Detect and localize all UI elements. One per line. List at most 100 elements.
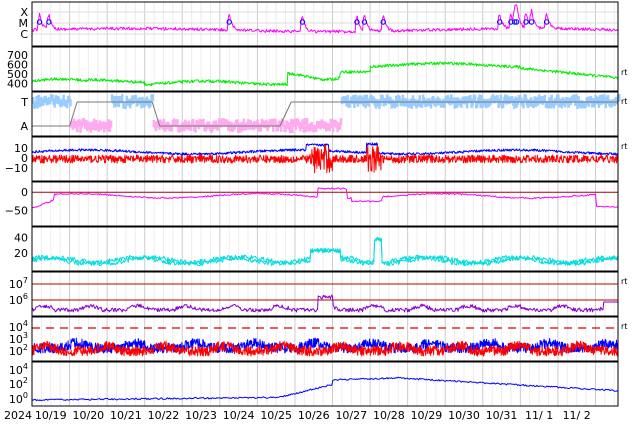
polarity-mark [331,125,335,133]
polarity-mark [53,100,56,108]
polarity-mark [270,118,274,126]
polarity-mark [548,97,551,105]
polarity-mark [61,98,64,106]
date-tick-label: 10/26 [298,409,330,422]
polarity-mark [194,125,197,133]
polarity-mark [604,101,607,109]
polarity-mark [192,118,195,126]
polarity-mark [76,125,79,133]
polarity-mark [140,101,143,109]
polarity-mark [501,100,505,108]
polarity-mark [282,119,285,127]
polarity-mark [108,125,112,132]
dst-tick-label: 0 [21,186,28,199]
polarity-mark [79,125,82,133]
polarity-mark [272,124,275,132]
polarity-mark [247,119,250,127]
imf-bz-line [31,144,618,174]
polarity-mark [36,101,39,109]
polarity-mark [352,95,355,103]
speed-tick-label: 700 [7,49,28,62]
date-tick-label: 10/31 [486,409,518,422]
polarity-mark [550,94,553,102]
polarity-mark [606,95,610,102]
speed-tick-label: 400 [7,77,28,90]
kp-line [31,236,619,267]
polarity-mark [577,96,580,104]
polarity-mark [71,122,74,130]
polarity-mark [330,120,334,128]
polarity-mark [335,121,338,129]
polarity-mark [141,96,144,104]
flare-marker [380,19,386,25]
year-label: 2024 [4,409,32,422]
polarity-mark [265,119,268,127]
polarity-mark [259,124,263,132]
polarity-mark [103,125,106,133]
polarity-mark [393,101,397,109]
polarity-mark [420,100,424,108]
xray-class-label-X: X [20,6,28,19]
flare-marker [46,19,52,25]
kp-tick-label: 20 [14,247,28,260]
flare-marker [354,19,360,25]
particle-tick-label: 102 [9,343,28,358]
panel-frames [31,1,619,407]
polarity-mark [114,95,117,103]
polarity-mark [346,94,349,102]
polarity-mark [113,100,116,108]
polarity-mark [513,101,516,109]
kp-tick-label: 40 [14,232,28,245]
flare-marker [299,19,306,25]
polarity-mark [589,95,593,103]
polarity-mark [455,101,459,109]
polarity-mark [365,94,369,102]
date-tick-label: 11/ 1 [525,409,553,422]
flare-marker [523,19,529,25]
flare-marker [361,19,368,25]
dst-line [31,187,619,209]
polarity-mark [443,101,446,108]
polarity-mark [290,118,293,126]
flare-marker [543,19,550,25]
polarity-mark [522,101,525,109]
polarity-mark [410,101,414,109]
polarity-mark [345,99,348,107]
polarity-mark [91,123,95,130]
date-tick-label: 10/28 [373,409,405,422]
date-tick-label: 10/20 [72,409,104,422]
electron-tick-label: 100 [9,391,28,406]
polarity-trace [32,101,618,127]
polarity-mark [278,120,282,128]
polarity-mark [618,94,621,102]
xray-class-label-M: M [19,17,29,30]
polarity-mark [452,97,455,105]
imf-tick-label: −10 [5,162,28,175]
polarity-mark [454,97,458,105]
polarity-mark [116,96,119,104]
polarity-mark [97,125,100,132]
polarity-mark [478,94,481,102]
polarity-mark [293,118,296,126]
polarity-mark [417,99,420,107]
date-tick-label: 10/27 [335,409,367,422]
polarity-mark [65,101,69,109]
polarity-mark [101,121,105,129]
polarity-mark [339,118,343,126]
flare-marker [513,19,520,25]
polarity-mark [279,124,283,132]
electron-tick-label: 104 [9,362,28,377]
polarity-mark [274,119,277,127]
polarity-mark [294,123,298,131]
polarity-mark [134,94,137,102]
polarity-mark [107,119,110,127]
date-tick-label: 10/23 [185,409,217,422]
date-tick-label: 10/24 [223,409,255,422]
dst-tick-label: −50 [5,204,28,217]
polarity-mark [78,119,81,127]
polarity-mark [149,99,152,107]
polarity-mark [92,118,96,126]
polarity-mark [301,119,304,127]
date-tick-label: 10/22 [148,409,180,422]
polarity-mark [85,119,88,127]
